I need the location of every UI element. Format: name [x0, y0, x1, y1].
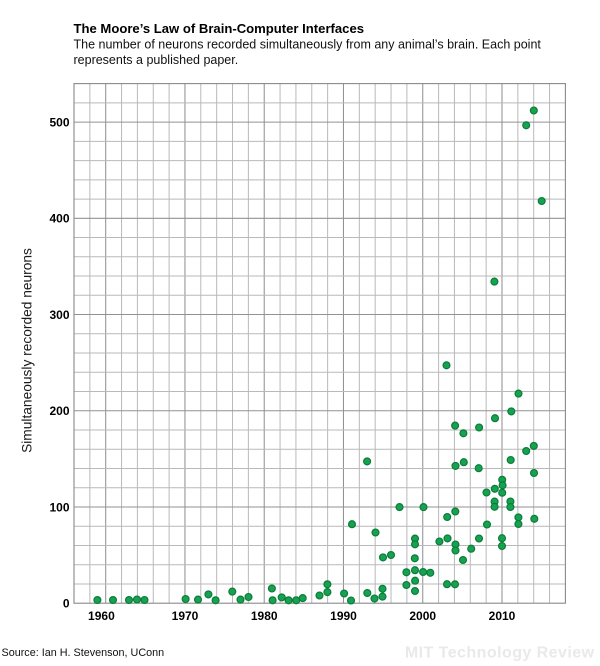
- svg-text:1970: 1970: [172, 609, 199, 623]
- svg-text:represents a published paper.: represents a published paper.: [74, 53, 239, 67]
- svg-text:0: 0: [63, 597, 70, 611]
- svg-text:Simultaneously recorded neuron: Simultaneously recorded neurons: [20, 248, 35, 453]
- svg-text:100: 100: [49, 500, 69, 514]
- svg-text:400: 400: [49, 212, 69, 226]
- svg-text:2010: 2010: [489, 609, 516, 623]
- svg-text:1960: 1960: [88, 609, 115, 623]
- svg-text:The number of neurons recorded: The number of neurons recorded simultane…: [74, 38, 542, 52]
- svg-text:Source: Ian H. Stevenson, UCon: Source: Ian H. Stevenson, UConn: [2, 647, 165, 659]
- svg-text:MIT Technology Review: MIT Technology Review: [405, 645, 595, 662]
- svg-text:2000: 2000: [409, 609, 436, 623]
- svg-text:500: 500: [49, 115, 69, 129]
- svg-text:200: 200: [49, 404, 69, 418]
- svg-text:1980: 1980: [251, 609, 278, 623]
- svg-text:1990: 1990: [330, 609, 357, 623]
- svg-text:The Moore’s Law of Brain-Compu: The Moore’s Law of Brain-Computer Interf…: [74, 21, 365, 36]
- svg-text:300: 300: [49, 308, 69, 322]
